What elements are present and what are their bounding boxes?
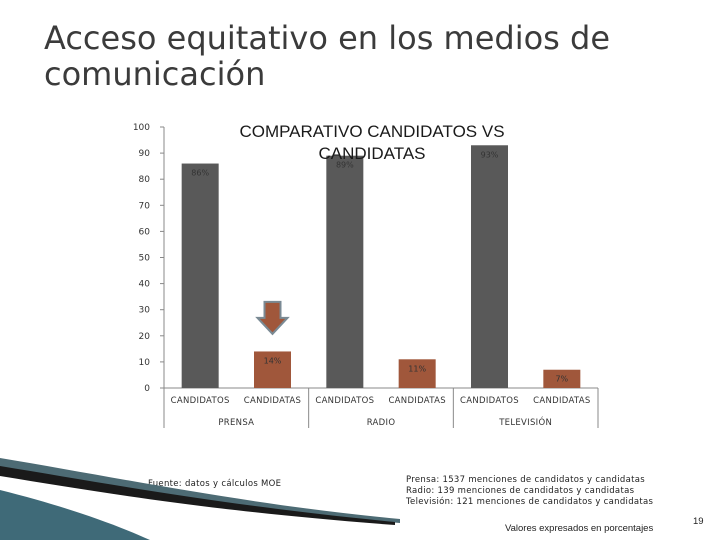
data-label: 14%: [264, 356, 282, 365]
bar: [254, 351, 291, 388]
units-note: Valores expresados en porcentajes: [505, 523, 654, 534]
bar: [471, 145, 508, 388]
slide-title-line-2: comunicación: [44, 55, 266, 93]
down-arrow-shape: [255, 300, 290, 336]
x-tick-label: CANDIDATAS: [533, 396, 590, 406]
slide-title: Acceso equitativo en los medios de comuni…: [44, 20, 610, 92]
y-tick-label: 70: [139, 201, 151, 211]
page-number: 19: [693, 516, 704, 527]
data-label: 7%: [555, 375, 568, 384]
note-television: Televisión: 121 menciones de candidatos …: [406, 497, 654, 507]
group-label: RADIO: [367, 418, 396, 428]
y-tick-label: 40: [139, 280, 151, 290]
chart-bars: [181, 145, 581, 388]
y-tick-label: 0: [144, 384, 150, 394]
y-tick-label: 30: [139, 306, 151, 316]
group-label: TELEVISIÓN: [498, 416, 552, 428]
slide-title-line-1: Acceso equitativo en los medios de: [44, 19, 611, 57]
bar: [543, 369, 581, 388]
chart-labels: 86% CANDIDATOS 14% CANDIDATAS 89% CANDIDATOS 1…: [171, 150, 591, 428]
bar: [326, 155, 364, 388]
y-tick-label: 90: [139, 149, 151, 159]
source-note: Fuente: datos y cálculos MOE: [148, 479, 282, 489]
down-arrow-icon: [255, 300, 290, 336]
y-tick-label: 60: [139, 227, 151, 237]
chart-axes: 0 10 20 30 40 50 60 70 80 90 100: [133, 123, 599, 428]
y-tick-label: 10: [139, 358, 151, 368]
group-label: PRENSA: [218, 418, 254, 428]
data-label: 93%: [481, 150, 499, 159]
note-prensa: Prensa: 1537 menciones de candidatos y c…: [406, 475, 645, 485]
x-tick-label: CANDIDATAS: [244, 396, 301, 406]
chart-title: COMPARATIVO CANDIDATOS VS CANDIDATAS: [239, 122, 505, 163]
data-label: 86%: [191, 169, 209, 178]
note-radio: Radio: 139 menciones de candidatos y can…: [406, 486, 635, 496]
x-tick-label: CANDIDATOS: [171, 396, 230, 406]
data-label: 11%: [408, 364, 426, 373]
bar: [398, 359, 436, 388]
y-tick-label: 50: [139, 254, 151, 264]
y-tick-label: 20: [139, 332, 151, 342]
x-tick-label: CANDIDATOS: [460, 396, 519, 406]
data-label: 89%: [336, 161, 354, 170]
x-tick-label: CANDIDATAS: [388, 396, 445, 406]
x-tick-label: CANDIDATOS: [315, 396, 374, 406]
bar: [181, 163, 219, 388]
y-tick-label: 80: [139, 175, 151, 185]
y-tick-label: 100: [133, 123, 150, 133]
mentions-notes: Prensa: 1537 menciones de candidatos y c…: [406, 475, 653, 508]
